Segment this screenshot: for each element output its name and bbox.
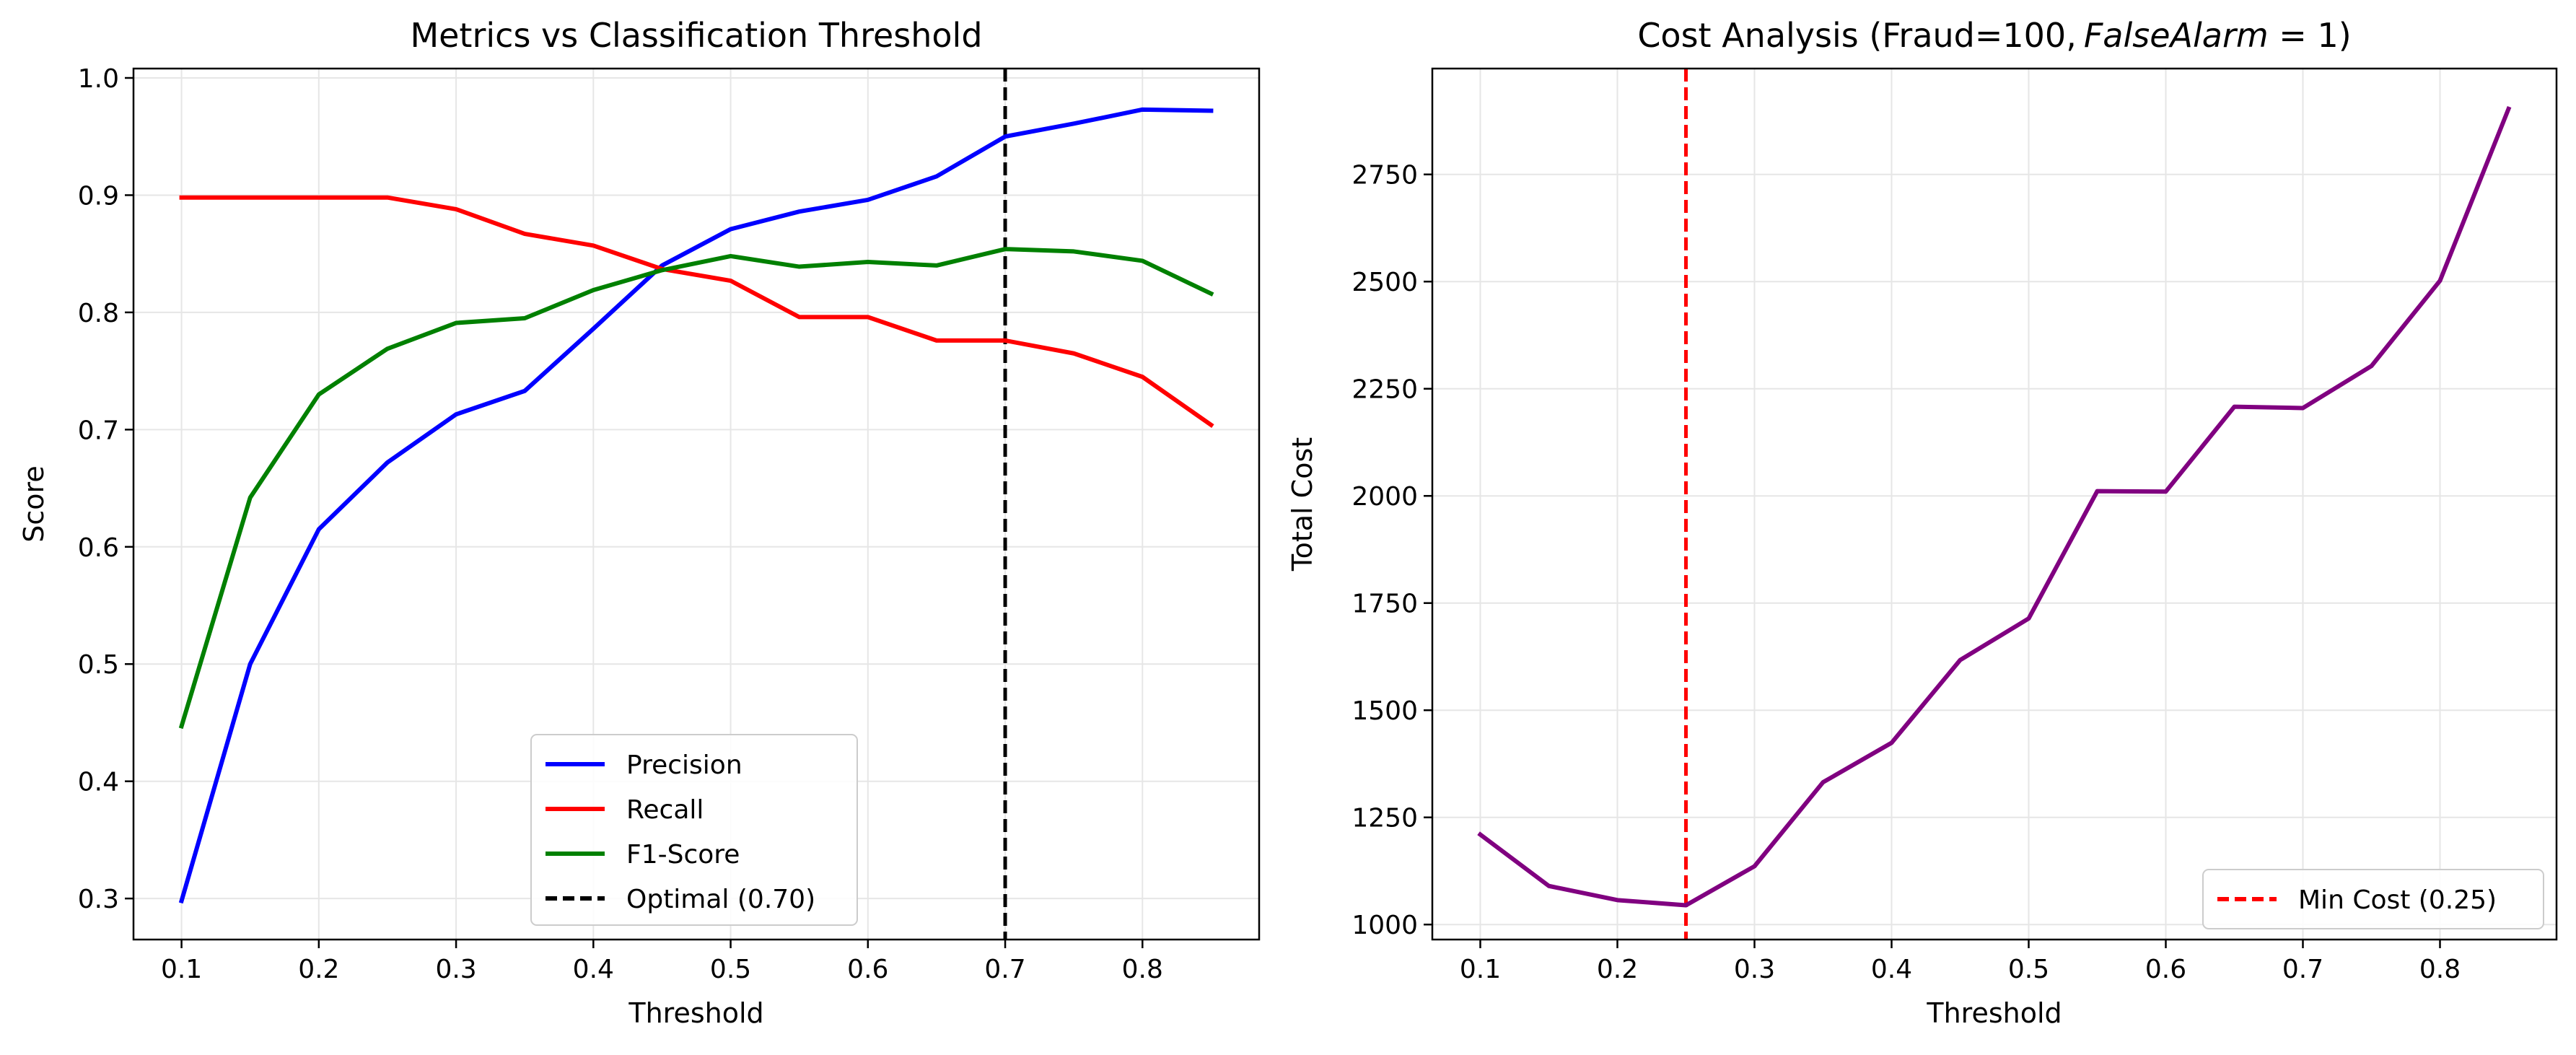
metrics-y-tick-label-7: 1.0 [78,64,119,94]
cost-y-tick-label-2: 1500 [1351,696,1418,726]
metrics-x-tick-label-6: 0.7 [984,955,1025,984]
metrics-chart: 0.1 0.2 0.3 0.4 0.5 0.6 0.7 0.8 0.3 0.4 0.5 0.6 0.7… [18,16,1261,1029]
cost-x-tick-label-3: 0.4 [1871,955,1912,984]
cost-y-axis-label: Total Cost [1287,437,1318,572]
metrics-legend-label-1: Recall [626,795,704,825]
cost-chart: 0.1 0.2 0.3 0.4 0.5 0.6 0.7 0.8 1000 1250 1500 175… [1287,16,2558,1029]
metrics-chart-title: Metrics vs Classification Threshold [410,16,982,55]
metrics-axes-frame [132,67,1261,941]
cost-x-tick-label-0: 0.1 [1460,955,1501,984]
cost-grid [1432,69,2557,940]
metrics-legend-label-0: Precision [626,750,742,780]
cost-legend-box [2202,869,2544,929]
cost-legend: Min Cost (0.25) [2202,869,2544,929]
metrics-x-tick-label-1: 0.2 [298,955,339,984]
cost-x-axis-label: Threshold [1926,997,2062,1029]
metrics-x-tick-label-0: 0.1 [161,955,202,984]
metrics-y-axis-label: Score [18,465,50,542]
metrics-y-tick-label-6: 0.9 [78,181,119,211]
cost-plot-area [1477,69,2512,940]
cost-x-tick-label-1: 0.2 [1597,955,1638,984]
cost-chart-title: Cost Analysis (Fraud=100, FalseAlarm = 1) [1637,16,2351,55]
cost-x-tick-label-7: 0.8 [2419,955,2461,984]
metrics-y-tick-label-5: 0.8 [78,299,119,328]
metrics-y-tick-label-0: 0.3 [78,885,119,914]
metrics-x-tick-label-5: 0.6 [847,955,888,984]
metrics-x-tick-label-7: 0.8 [1122,955,1163,984]
cost-x-tick-label-6: 0.7 [2282,955,2323,984]
cost-x-axis: 0.1 0.2 0.3 0.4 0.5 0.6 0.7 0.8 [1460,940,2461,984]
metrics-x-tick-label-3: 0.4 [573,955,614,984]
cost-y-tick-label-1: 1250 [1351,804,1418,833]
metrics-y-axis: 0.3 0.4 0.5 0.6 0.7 0.8 0.9 1.0 [78,64,133,914]
cost-y-tick-label-6: 2500 [1351,268,1418,297]
cost-series-line-0 [1477,105,2512,908]
cost-y-tick-label-7: 2750 [1351,161,1418,191]
metrics-series-line-2 [178,247,1214,730]
metrics-legend-box [530,734,858,926]
cost-x-tick-label-2: 0.3 [1734,955,1775,984]
metrics-plot-area [178,69,1214,940]
metrics-x-axis: 0.1 0.2 0.3 0.4 0.5 0.6 0.7 0.8 [161,940,1163,984]
cost-y-tick-label-3: 1750 [1351,590,1418,619]
cost-axes-frame [1431,67,2558,941]
metrics-series-line-1 [179,195,1214,429]
metrics-y-tick-label-4: 0.7 [78,416,119,445]
metrics-y-tick-label-1: 0.4 [78,768,119,797]
metrics-y-tick-label-3: 0.6 [78,533,119,563]
metrics-legend-label-2: F1-Score [626,840,740,870]
metrics-series-line-0 [178,107,1214,904]
cost-y-axis: 1000 1250 1500 1750 2000 2250 2500 2750 [1351,161,1432,940]
cost-y-tick-label-4: 2000 [1351,482,1418,512]
cost-y-tick-label-5: 2250 [1351,375,1418,405]
cost-x-tick-label-4: 0.5 [2008,955,2049,984]
cost-y-tick-label-0: 1000 [1351,911,1418,940]
metrics-x-axis-label: Threshold [628,997,763,1029]
metrics-y-tick-label-2: 0.5 [78,650,119,680]
metrics-legend-label-3: Optimal (0.70) [626,885,815,914]
cost-x-tick-label-5: 0.6 [2145,955,2186,984]
metrics-x-tick-label-4: 0.5 [710,955,751,984]
metrics-legend: Precision Recall F1-Score Optimal (0.70) [530,734,858,926]
metrics-x-tick-label-2: 0.3 [435,955,476,984]
cost-legend-label-0: Min Cost (0.25) [2298,885,2497,915]
